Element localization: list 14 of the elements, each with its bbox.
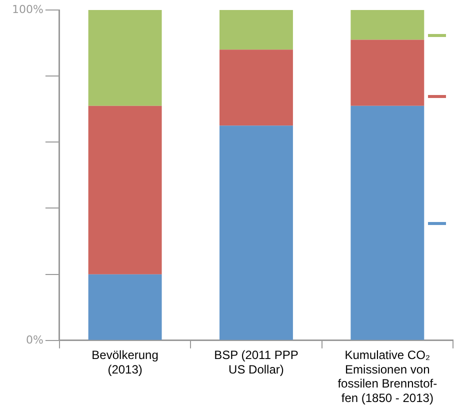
bar <box>219 126 293 340</box>
x-tick-label: Kumulative CO₂ Emissionen von fossilen Brennstof- fen (1850 - 2013) <box>338 348 438 406</box>
bar <box>219 10 293 50</box>
bar <box>350 106 424 340</box>
bar <box>219 50 293 126</box>
x-tick-label: Bevölkerung (2013) <box>92 348 158 376</box>
bar <box>88 274 162 340</box>
bar <box>350 40 424 106</box>
bar <box>88 10 162 106</box>
x-tick-label: BSP (2011 PPP US Dollar) <box>214 348 298 376</box>
y-tick-label: 100% <box>12 2 44 16</box>
bar <box>350 10 424 40</box>
bar <box>88 106 162 274</box>
y-tick-label: 0% <box>26 333 44 346</box>
